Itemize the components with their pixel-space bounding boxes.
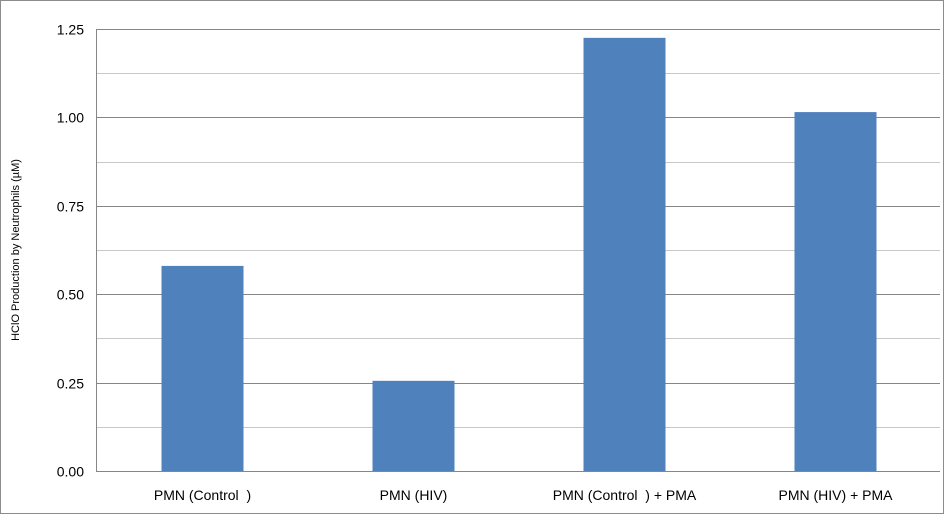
y-tick-labels: 0.00 0.25 0.50 0.75 1.00 1.25 xyxy=(57,22,84,480)
x-tick-labels: PMN (Control ) PMN (HIV) PMN (Control ) + … xyxy=(154,487,893,503)
x-tick-label: PMN (HIV) + PMA xyxy=(779,487,894,503)
bar xyxy=(794,112,877,471)
x-tick-label: PMN (Control ) + PMA xyxy=(553,487,697,503)
y-tick-label: 0.50 xyxy=(57,287,84,303)
bar xyxy=(583,37,666,472)
y-tick-label: 0.25 xyxy=(57,376,84,392)
x-tick-label: PMN (HIV) xyxy=(380,487,448,503)
y-tick-label: 0.00 xyxy=(57,464,84,480)
bar xyxy=(372,380,455,471)
y-tick-label: 1.00 xyxy=(57,110,84,126)
y-tick-label: 1.25 xyxy=(57,22,84,38)
x-tick-label: PMN (Control ) xyxy=(154,487,251,503)
bars-group xyxy=(161,37,877,472)
y-axis-label: HClO Production by Neutrophils (µM) xyxy=(10,159,22,341)
bar xyxy=(161,265,244,471)
y-tick-label: 0.75 xyxy=(57,199,84,215)
